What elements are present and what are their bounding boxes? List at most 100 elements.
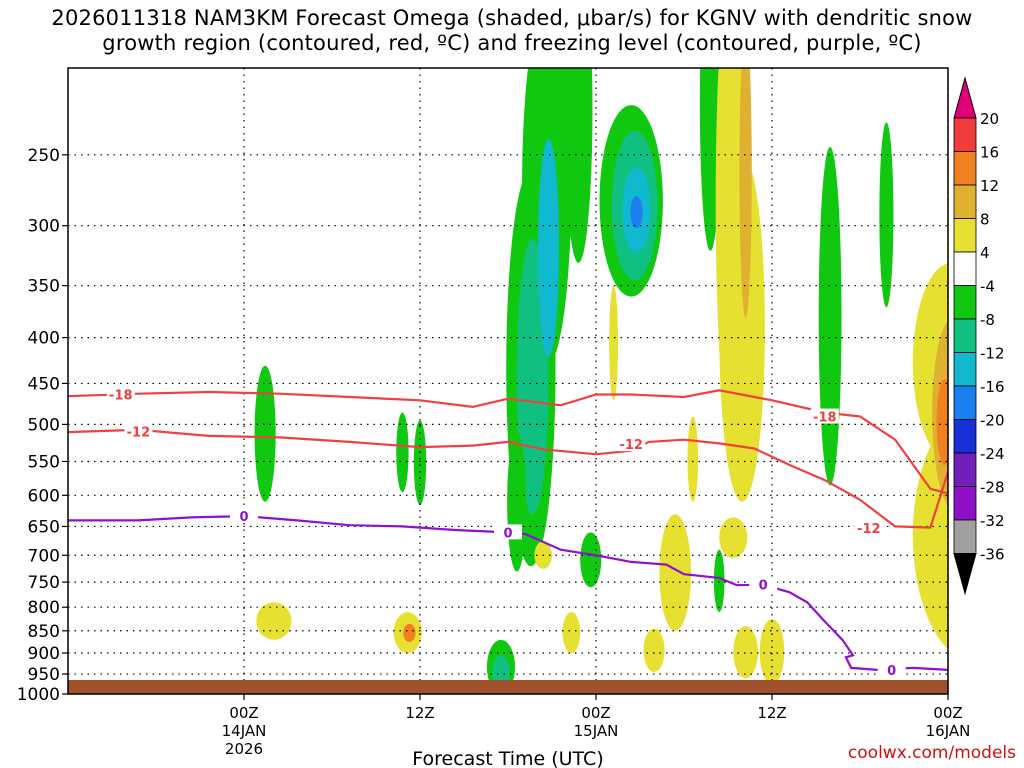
omega-shaded-region (403, 623, 416, 643)
contour-label: 0 (759, 579, 768, 594)
y-tick-label: 600 (28, 486, 60, 506)
chart-title-line1: 2026011318 NAM3KM Forecast Omega (shaded… (51, 6, 973, 30)
y-tick-label: 850 (28, 622, 60, 642)
y-tick-label: 550 (28, 452, 60, 472)
y-tick-label: 700 (28, 546, 60, 566)
contour-label-bg (810, 408, 839, 424)
y-tick-label: 350 (28, 277, 60, 297)
omega-shaded-region (413, 420, 427, 505)
plot-frame (67, 67, 949, 695)
x-tick-year: 2026 (225, 740, 263, 758)
chart-title-line2: growth region (contoured, red, ºC) and f… (102, 31, 922, 55)
omega-shaded-region (562, 612, 581, 654)
omega-shaded-region (733, 626, 758, 679)
colorbar-label: 20 (980, 110, 999, 128)
omega-shaded-region (719, 154, 765, 502)
y-tick-label: 950 (28, 665, 60, 685)
contour-dgz-minus12 (68, 428, 948, 529)
x-tick-label: 00Z (933, 704, 962, 722)
omega-shaded-region (492, 655, 510, 689)
colorbar-bottom-arrow (953, 553, 977, 596)
contour-label: 0 (503, 526, 512, 541)
omega-shaded-region (912, 263, 948, 462)
omega-shaded-region (659, 514, 692, 631)
colorbar-top-arrow (953, 76, 977, 119)
contour-label: 0 (887, 664, 896, 679)
x-tick-label: 12Z (757, 704, 786, 722)
colorbar-band (953, 184, 977, 219)
contour-label: -12 (127, 425, 151, 440)
contour-dgz-minus18 (68, 389, 948, 495)
omega-shaded-region (699, 68, 721, 251)
contour-label-bg (617, 436, 646, 452)
credit-text: coolwx.com/models (847, 743, 1016, 763)
x-tick-label: 00Z (229, 704, 258, 722)
colorbar-label: 8 (980, 211, 990, 229)
contour-label: -18 (109, 388, 133, 403)
y-tick-label: 250 (28, 146, 60, 166)
contour-label-bg (877, 661, 906, 677)
x-tick-label: 12Z (405, 704, 434, 722)
ground-surface (68, 680, 948, 694)
colorbar-band (953, 151, 977, 186)
colorbar-band (953, 285, 977, 320)
y-tick-label: 750 (28, 573, 60, 593)
y-tick-label: 400 (28, 329, 60, 349)
contour-label: -12 (857, 522, 881, 537)
y-tick-label: 500 (28, 415, 60, 435)
omega-shaded-region (936, 379, 948, 465)
omega-shaded-region (643, 628, 665, 672)
omega-shaded-region (713, 549, 725, 613)
omega-shaded-region (759, 619, 785, 685)
y-tick-label: 900 (28, 644, 60, 664)
omega-shaded-region (739, 68, 752, 318)
contour-label-bg (494, 524, 522, 540)
omega-shaded-region (630, 196, 643, 229)
x-tick-date: 15JAN (574, 722, 619, 740)
contour-label-bg (854, 520, 883, 536)
colorbar-label: -16 (980, 378, 1005, 396)
colorbar-label: 4 (980, 244, 990, 262)
contour-label: -18 (813, 411, 837, 426)
x-tick-date: 14JAN (222, 722, 267, 740)
contour-freezing-0 (68, 514, 948, 672)
colorbar-label: 16 (980, 144, 999, 162)
colorbar-label: -28 (980, 479, 1005, 497)
colorbar-band (953, 519, 977, 554)
omega-shaded-region (917, 508, 926, 598)
contour-label-bg (106, 386, 135, 402)
colorbar-band (953, 352, 977, 387)
colorbar-label: -20 (980, 412, 1005, 430)
colorbar-band (953, 251, 977, 286)
x-tick-date: 16JAN (926, 722, 971, 740)
omega-shaded-region (609, 285, 618, 401)
omega-shaded-region (719, 517, 748, 559)
colorbar-label: -4 (980, 278, 995, 296)
y-tick-label: 300 (28, 217, 60, 237)
colorbar-label: 12 (980, 177, 999, 195)
y-tick-label: 800 (28, 598, 60, 618)
colorbar-band (953, 117, 977, 152)
omega-shaded-region (580, 532, 602, 588)
contour-label-bg (749, 576, 778, 592)
omega-shaded-region (564, 68, 593, 263)
contour-label-bg (124, 423, 153, 439)
omega-shaded-region (396, 412, 409, 493)
omega-shaded-region (818, 146, 842, 486)
x-axis-title: Forecast Time (UTC) (412, 748, 603, 768)
colorbar-label: -32 (980, 512, 1005, 530)
colorbar-band (953, 218, 977, 253)
x-tick-label: 00Z (581, 704, 610, 722)
omega-shaded-region (256, 602, 292, 640)
contour-label: -12 (619, 438, 643, 453)
omega-shaded-region (537, 138, 560, 357)
colorbar-band (953, 419, 977, 454)
colorbar-label: -12 (980, 345, 1005, 363)
colorbar-label: -36 (980, 546, 1005, 564)
colorbar-label: -8 (980, 311, 995, 329)
contour-label-bg (230, 508, 258, 524)
omega-shaded-region (254, 365, 276, 502)
omega-shaded-region (879, 122, 894, 308)
y-tick-label: 450 (28, 374, 60, 394)
